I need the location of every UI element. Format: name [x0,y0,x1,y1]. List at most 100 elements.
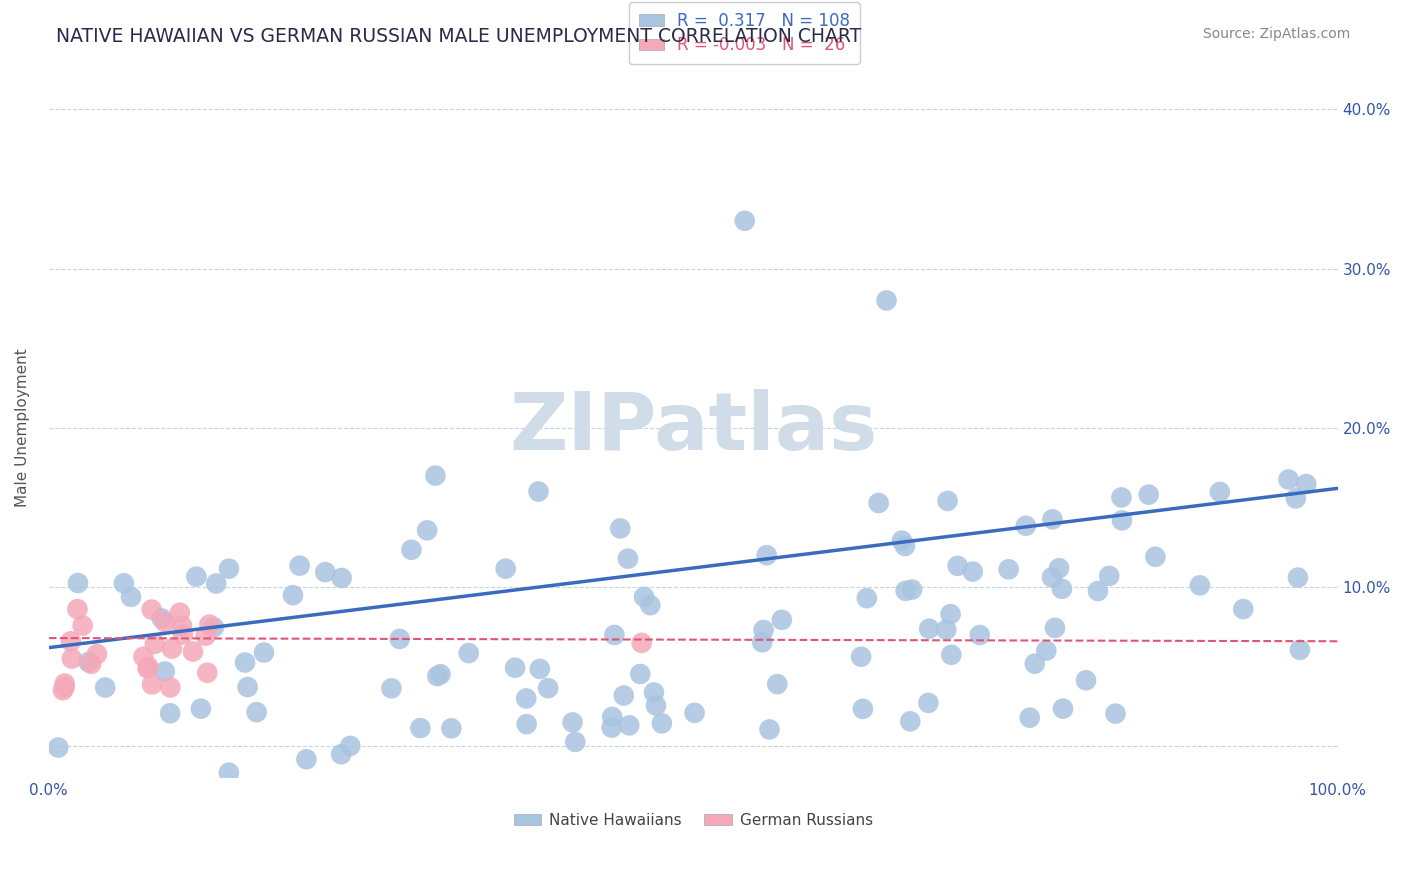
Point [416,524,439,538]
Point [160,641,183,656]
Point [918,622,941,636]
Point [495,562,517,576]
Point [141,677,163,691]
Point [457,646,479,660]
Point [194,629,217,643]
Point [1111,491,1133,505]
Point [330,747,353,762]
Point [52,683,75,698]
Point [619,718,641,732]
Point [330,571,353,585]
Point [153,615,176,630]
Point [233,656,256,670]
Point [426,669,449,683]
Point [758,723,780,737]
Point [849,649,872,664]
Point [281,588,304,602]
Y-axis label: Male Unemployment: Male Unemployment [15,349,30,508]
Point [939,607,962,621]
Point [401,542,423,557]
Point [645,698,668,713]
Point [66,576,89,591]
Point [962,565,984,579]
Point [564,735,586,749]
Point [935,623,957,637]
Point [1050,582,1073,596]
Point [1015,518,1038,533]
Point [1024,657,1046,671]
Point [1137,488,1160,502]
Point [53,676,76,690]
Point [643,685,665,699]
Point [59,634,82,648]
Point [205,576,228,591]
Point [561,715,583,730]
Point [537,681,560,695]
Point [295,752,318,766]
Point [1043,621,1066,635]
Point [143,637,166,651]
Point [936,494,959,508]
Point [946,558,969,573]
Point [969,628,991,642]
Point [141,602,163,616]
Point [515,691,537,706]
Point [613,689,636,703]
Point [150,611,173,625]
Point [1144,549,1167,564]
Point [1289,642,1312,657]
Point [898,714,921,729]
Point [409,721,432,735]
Point [429,667,451,681]
Point [751,635,773,649]
Point [195,665,218,680]
Point [1104,706,1126,721]
Point [159,681,181,695]
Point [94,681,117,695]
Point [60,651,83,665]
Point [246,705,269,719]
Point [529,662,551,676]
Point [603,628,626,642]
Point [236,680,259,694]
Point [1295,477,1317,491]
Point [198,617,221,632]
Point [876,293,898,308]
Point [120,590,142,604]
Point [159,706,181,721]
Point [1277,473,1299,487]
Point [852,702,875,716]
Legend: Native Hawaiians, German Russians: Native Hawaiians, German Russians [508,806,879,834]
Text: Source: ZipAtlas.com: Source: ZipAtlas.com [1202,27,1350,41]
Text: NATIVE HAWAIIAN VS GERMAN RUSSIAN MALE UNEMPLOYMENT CORRELATION CHART: NATIVE HAWAIIAN VS GERMAN RUSSIAN MALE U… [56,27,862,45]
Point [1087,584,1109,599]
Point [770,613,793,627]
Point [894,539,917,553]
Point [503,661,526,675]
Point [1285,491,1308,506]
Point [1098,569,1121,583]
Point [172,627,194,641]
Point [314,565,336,579]
Point [1040,570,1063,584]
Point [941,648,963,662]
Point [734,214,756,228]
Point [1018,711,1040,725]
Point [425,468,447,483]
Point [112,576,135,591]
Point [894,583,917,598]
Point [1232,602,1254,616]
Point [202,620,225,634]
Point [1111,513,1133,527]
Point [380,681,402,696]
Point [917,696,939,710]
Point [190,702,212,716]
Point [80,657,103,671]
Point [997,562,1019,576]
Point [752,623,775,637]
Point [77,655,100,669]
Point [628,667,651,681]
Point [901,582,924,597]
Point [868,496,890,510]
Point [218,765,240,780]
